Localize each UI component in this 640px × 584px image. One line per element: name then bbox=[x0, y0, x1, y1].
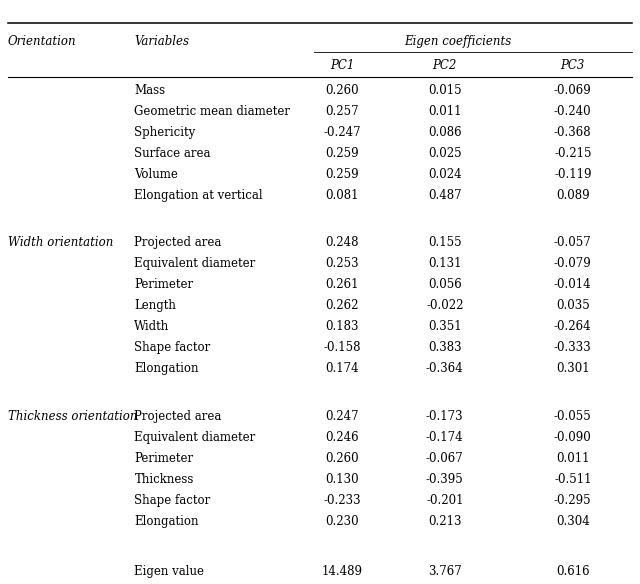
Text: 0.130: 0.130 bbox=[326, 473, 359, 486]
Text: 0.383: 0.383 bbox=[428, 342, 461, 354]
Text: -0.174: -0.174 bbox=[426, 431, 463, 444]
Text: 0.304: 0.304 bbox=[556, 515, 589, 528]
Text: PC2: PC2 bbox=[433, 60, 457, 72]
Text: -0.022: -0.022 bbox=[426, 300, 463, 312]
Text: 0.260: 0.260 bbox=[326, 84, 359, 97]
Text: -0.069: -0.069 bbox=[554, 84, 591, 97]
Text: 0.015: 0.015 bbox=[428, 84, 461, 97]
Text: 0.259: 0.259 bbox=[326, 147, 359, 160]
Text: PC1: PC1 bbox=[330, 60, 355, 72]
Text: Elongation: Elongation bbox=[134, 363, 199, 376]
Text: 0.616: 0.616 bbox=[556, 565, 589, 578]
Text: 0.174: 0.174 bbox=[326, 363, 359, 376]
Text: -0.395: -0.395 bbox=[426, 473, 463, 486]
Text: Equivalent diameter: Equivalent diameter bbox=[134, 431, 255, 444]
Text: 0.089: 0.089 bbox=[556, 189, 589, 202]
Text: 0.301: 0.301 bbox=[556, 363, 589, 376]
Text: Perimeter: Perimeter bbox=[134, 279, 193, 291]
Text: -0.090: -0.090 bbox=[554, 431, 591, 444]
Text: Projected area: Projected area bbox=[134, 237, 222, 249]
Text: 0.260: 0.260 bbox=[326, 452, 359, 465]
Text: 3.767: 3.767 bbox=[428, 565, 461, 578]
Text: -0.215: -0.215 bbox=[554, 147, 591, 160]
Text: 0.213: 0.213 bbox=[428, 515, 461, 528]
Text: 0.261: 0.261 bbox=[326, 279, 359, 291]
Text: 0.025: 0.025 bbox=[428, 147, 461, 160]
Text: 0.259: 0.259 bbox=[326, 168, 359, 181]
Text: -0.264: -0.264 bbox=[554, 321, 591, 333]
Text: -0.201: -0.201 bbox=[426, 494, 463, 507]
Text: Geometric mean diameter: Geometric mean diameter bbox=[134, 105, 291, 118]
Text: -0.368: -0.368 bbox=[554, 126, 591, 139]
Text: Elongation at vertical: Elongation at vertical bbox=[134, 189, 263, 202]
Text: Orientation: Orientation bbox=[8, 34, 76, 48]
Text: Sphericity: Sphericity bbox=[134, 126, 196, 139]
Text: Equivalent diameter: Equivalent diameter bbox=[134, 258, 255, 270]
Text: 0.253: 0.253 bbox=[326, 258, 359, 270]
Text: -0.119: -0.119 bbox=[554, 168, 591, 181]
Text: 0.056: 0.056 bbox=[428, 279, 461, 291]
Text: 0.086: 0.086 bbox=[428, 126, 461, 139]
Text: -0.055: -0.055 bbox=[554, 410, 591, 423]
Text: Perimeter: Perimeter bbox=[134, 452, 193, 465]
Text: 0.248: 0.248 bbox=[326, 237, 359, 249]
Text: 0.487: 0.487 bbox=[428, 189, 461, 202]
Text: 0.246: 0.246 bbox=[326, 431, 359, 444]
Text: 14.489: 14.489 bbox=[322, 565, 363, 578]
Text: Eigen value: Eigen value bbox=[134, 565, 204, 578]
Text: Eigen coefficients: Eigen coefficients bbox=[404, 34, 511, 48]
Text: Volume: Volume bbox=[134, 168, 179, 181]
Text: -0.014: -0.014 bbox=[554, 279, 591, 291]
Text: 0.131: 0.131 bbox=[428, 258, 461, 270]
Text: Shape factor: Shape factor bbox=[134, 494, 211, 507]
Text: Width: Width bbox=[134, 321, 170, 333]
Text: -0.173: -0.173 bbox=[426, 410, 463, 423]
Text: 0.035: 0.035 bbox=[556, 300, 589, 312]
Text: 0.081: 0.081 bbox=[326, 189, 359, 202]
Text: Thickness: Thickness bbox=[134, 473, 194, 486]
Text: -0.247: -0.247 bbox=[324, 126, 361, 139]
Text: -0.079: -0.079 bbox=[554, 258, 591, 270]
Text: 0.351: 0.351 bbox=[428, 321, 461, 333]
Text: -0.240: -0.240 bbox=[554, 105, 591, 118]
Text: Length: Length bbox=[134, 300, 176, 312]
Text: Width orientation: Width orientation bbox=[8, 237, 113, 249]
Text: -0.295: -0.295 bbox=[554, 494, 591, 507]
Text: Elongation: Elongation bbox=[134, 515, 199, 528]
Text: 0.011: 0.011 bbox=[556, 452, 589, 465]
Text: Shape factor: Shape factor bbox=[134, 342, 211, 354]
Text: 0.011: 0.011 bbox=[428, 105, 461, 118]
Text: 0.183: 0.183 bbox=[326, 321, 359, 333]
Text: -0.511: -0.511 bbox=[554, 473, 591, 486]
Text: -0.333: -0.333 bbox=[554, 342, 591, 354]
Text: 0.257: 0.257 bbox=[326, 105, 359, 118]
Text: Projected area: Projected area bbox=[134, 410, 222, 423]
Text: Variables: Variables bbox=[134, 34, 189, 48]
Text: Surface area: Surface area bbox=[134, 147, 211, 160]
Text: -0.067: -0.067 bbox=[426, 452, 463, 465]
Text: Mass: Mass bbox=[134, 84, 166, 97]
Text: 0.155: 0.155 bbox=[428, 237, 461, 249]
Text: -0.233: -0.233 bbox=[324, 494, 361, 507]
Text: 0.262: 0.262 bbox=[326, 300, 359, 312]
Text: PC3: PC3 bbox=[561, 60, 585, 72]
Text: -0.364: -0.364 bbox=[426, 363, 463, 376]
Text: Thickness orientation: Thickness orientation bbox=[8, 410, 137, 423]
Text: -0.158: -0.158 bbox=[324, 342, 361, 354]
Text: 0.024: 0.024 bbox=[428, 168, 461, 181]
Text: -0.057: -0.057 bbox=[554, 237, 591, 249]
Text: 0.230: 0.230 bbox=[326, 515, 359, 528]
Text: 0.247: 0.247 bbox=[326, 410, 359, 423]
